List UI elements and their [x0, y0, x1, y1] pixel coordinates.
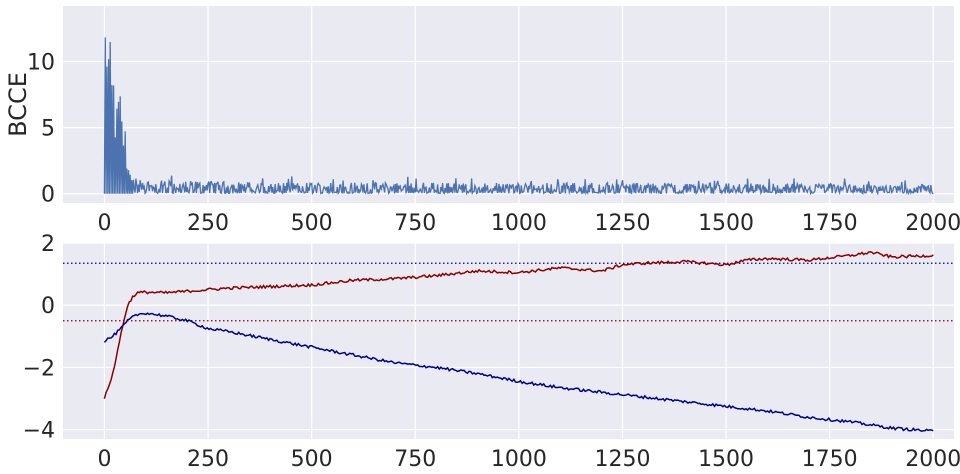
- x-tick-label: 1000: [491, 447, 547, 472]
- series-line-0: [103, 251, 934, 399]
- series-line-1: [103, 312, 934, 432]
- plot-background: [63, 6, 954, 203]
- y-tick-label: 10: [27, 51, 55, 76]
- y-axis-label: BCCE: [4, 72, 32, 137]
- x-tick-label: 250: [187, 447, 229, 472]
- y-tick-label: 0: [41, 294, 55, 319]
- x-tick-label: 250: [187, 211, 229, 236]
- trajectory-panel: 0 250 500 750 1000 1250 1500 1750 2000 −4 −2 0 2: [23, 232, 960, 472]
- loss-series-line: [103, 37, 934, 196]
- x-tick-label: 2000: [905, 211, 960, 236]
- x-tick-label: 1500: [698, 211, 754, 236]
- x-tick-label: 0: [97, 447, 111, 472]
- x-tick-label: 500: [291, 447, 333, 472]
- y-tick-label: −2: [23, 356, 55, 381]
- y-tick-label: 2: [41, 232, 55, 257]
- x-tick-label: 1000: [491, 211, 547, 236]
- x-tick-label: 2000: [905, 447, 960, 472]
- x-tick-label: 1250: [594, 211, 650, 236]
- x-tick-label: 1750: [802, 211, 858, 236]
- y-tick-label: 5: [41, 117, 55, 142]
- x-tick-label: 500: [291, 211, 333, 236]
- x-tick-label: 750: [394, 447, 436, 472]
- x-tick-label: 0: [97, 211, 111, 236]
- x-tick-label: 1750: [802, 447, 858, 472]
- y-tick-label: −4: [23, 419, 55, 444]
- plot-background: [63, 243, 954, 439]
- x-tick-label: 750: [394, 211, 436, 236]
- x-tick-label: 1250: [594, 447, 650, 472]
- x-tick-label: 1500: [698, 447, 754, 472]
- y-tick-label: 0: [41, 183, 55, 208]
